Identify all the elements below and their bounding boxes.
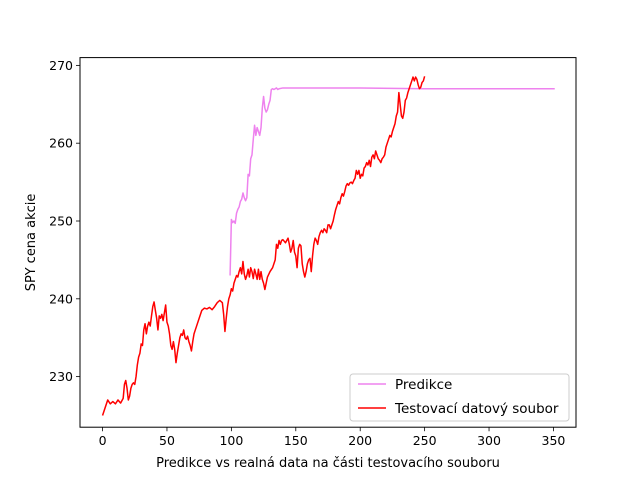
plot-lines xyxy=(101,76,555,416)
x-tick-label: 0 xyxy=(99,433,107,448)
y-tick-label: 240 xyxy=(49,291,73,306)
x-tick-label: 50 xyxy=(159,433,175,448)
x-tick-label: 100 xyxy=(219,433,243,448)
series-line-0 xyxy=(229,87,555,276)
x-tick-label: 150 xyxy=(284,433,308,448)
x-axis-label: Predikce vs realná data na části testova… xyxy=(156,456,500,471)
legend-label-testovaci: Testovací datový soubor xyxy=(394,401,559,417)
x-tick-label: 250 xyxy=(413,433,437,448)
x-tick-label: 300 xyxy=(477,433,501,448)
y-tick-label: 270 xyxy=(49,58,73,73)
legend-label-predikce: Predikce xyxy=(395,377,452,393)
x-axis: 0 50 100 150 200 250 300 350 xyxy=(99,427,566,448)
y-tick-label: 250 xyxy=(49,214,73,229)
plot-frame xyxy=(79,57,577,428)
legend-frame xyxy=(349,373,570,422)
y-axis-label: SPY cena akcie xyxy=(24,194,39,292)
x-tick-label: 350 xyxy=(542,433,566,448)
legend: Predikce Testovací datový soubor xyxy=(349,373,570,422)
x-tick-label: 200 xyxy=(348,433,372,448)
y-axis: 230 240 250 260 270 xyxy=(49,58,80,384)
y-tick-label: 230 xyxy=(49,369,73,384)
series-line-1 xyxy=(101,76,426,416)
y-tick-label: 260 xyxy=(49,136,73,151)
